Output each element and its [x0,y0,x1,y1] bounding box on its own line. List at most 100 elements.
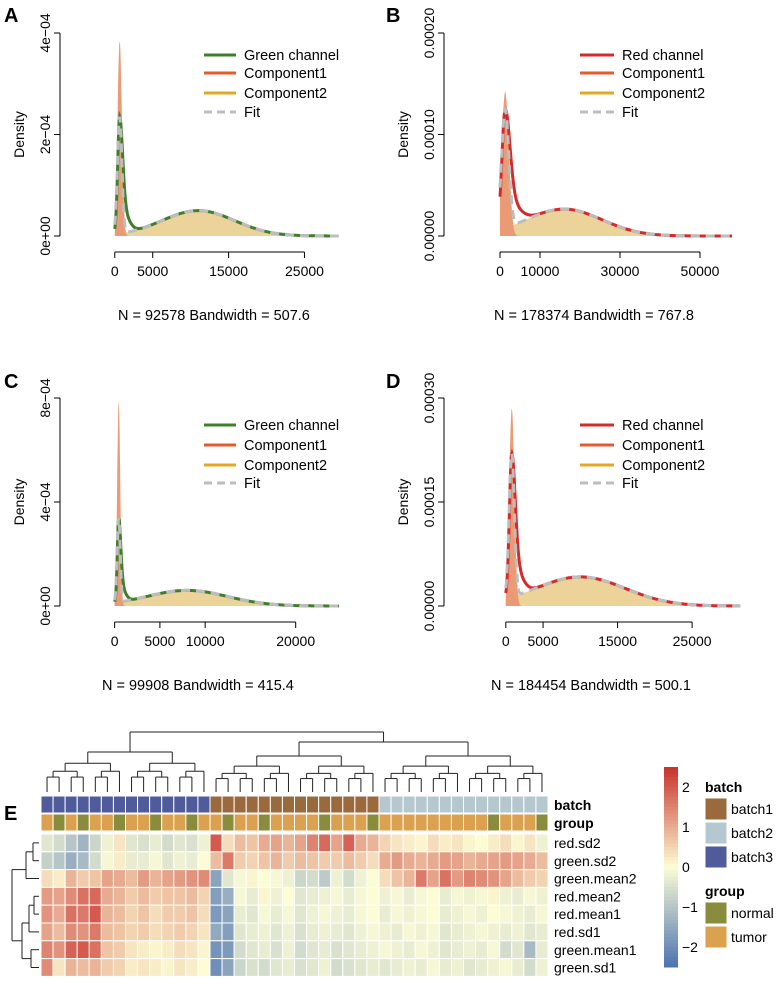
heatmap-cell [475,940,489,960]
batch-annotation-cell [463,795,477,814]
color-scale: 2 1 0 −1 −2 [664,767,698,968]
legend-label: Green channel [244,418,339,434]
heatmap-cell [245,922,259,942]
heatmap-cell [414,904,428,924]
group-annotation-cell [414,813,428,832]
heatmap-cell [354,904,368,924]
heatmap-cell [414,940,428,960]
heatmap-cell [487,940,501,960]
heatmap-cell [330,851,344,871]
heatmap-cell [112,958,127,977]
heatmap-row-label: red.mean1 [554,906,621,922]
heatmap-cell [318,958,332,977]
heatmap-cell [523,940,537,960]
group-annotation-cell [100,813,114,832]
heatmap-cell [354,958,368,977]
heatmap-cell [245,886,259,906]
group-annotation-cell [149,813,163,832]
heatmap-cell [511,922,525,942]
heatmap-cell [306,904,320,924]
heatmap-cell [185,922,199,942]
heatmap-cell [149,904,163,924]
color-scale-step [664,867,678,871]
heatmap-cell [185,833,199,853]
group-annotation-cell [402,813,416,832]
heatmap-cell [438,833,452,853]
heatmap-cell [438,958,452,977]
group-annotation-cell [161,813,175,832]
heatmap-cell [149,869,163,888]
heatmap-cell [390,833,404,853]
heatmap-cell [52,922,66,942]
color-scale-tick-label: 1 [682,819,690,835]
heatmap-cell [40,833,54,853]
heatmap-cell [475,904,489,924]
heatmap-cell [294,958,308,977]
heatmap-cell [487,904,501,924]
heatmap-cell [269,833,283,853]
heatmap-cell [378,833,392,853]
heatmap-cell [88,833,102,853]
heatmap-cell [233,833,247,853]
heatmap-cell [523,869,537,888]
panel-label: C [4,371,18,393]
heatmap-cell [318,940,332,960]
heatmap-cell [414,851,428,871]
color-scale-step [664,903,678,908]
batch-annotation-cell [426,795,440,814]
heatmap-cell [112,904,127,924]
density-panel-B: B 0.00000 0.00010 0.00020 Density 0 10000 30000… [386,5,732,324]
heatmap-cell [245,833,259,853]
legend-swatch [704,901,728,925]
color-scale-step [664,833,678,838]
y-tick-label: 4e−04 [37,13,53,53]
heatmap-cell [463,922,477,942]
heatmap-cell [88,940,102,960]
batch-annotation-cell [197,795,211,814]
color-scale-step [664,897,678,901]
heatmap-cell [245,958,259,977]
heatmap-cell [64,958,78,977]
group-annotation-cell [40,813,54,832]
batch-annotation-cell [450,795,464,814]
x-tick-label: 0 [496,263,504,279]
bandwidth-footer: N = 92578 Bandwidth = 507.6 [118,308,310,324]
heatmap-cell [197,922,211,942]
color-scale-step [664,783,678,788]
panel-label: E [4,803,17,825]
heatmap-cell [137,851,151,871]
group-annotation-cell [366,813,380,832]
heatmap-cell [390,851,404,871]
heatmap-row-label: red.sd2 [554,835,601,851]
heatmap-cell [173,833,187,853]
heatmap-cell [52,940,66,960]
heatmap-cell [318,904,332,924]
color-scale-step [664,893,678,898]
heatmap-cell [450,904,464,924]
group-annotation-cell [511,813,525,832]
legend: Red channel Component1 Component2 Fit [580,418,705,492]
heatmap-cell [511,869,525,888]
group-annotation-cell [438,813,452,832]
group-annotation-cell [499,813,513,832]
heatmap-cell [161,922,175,942]
color-scale-step [664,840,678,845]
batch-annotation-cell [88,795,102,814]
batch-legend-label: batch1 [731,801,773,817]
heatmap-cell [450,922,464,942]
legend-label: Red channel [622,48,703,64]
batch-annotation-cell [318,795,332,814]
group-annotation-cell [209,813,223,832]
legend-swatch [704,845,728,869]
heatmap-cell [173,851,187,871]
heatmap-row-label: green.mean2 [554,871,637,887]
batch-annotation-cell [535,795,549,814]
heatmap-cell [88,922,102,942]
heatmap-cell [354,940,368,960]
heatmap-cell [523,833,537,853]
batch-annotation-cell [402,795,416,814]
heatmap-cell [378,940,392,960]
fit-line [498,106,732,238]
legend-swatch [704,797,728,821]
batch-annotation-cell [390,795,404,814]
